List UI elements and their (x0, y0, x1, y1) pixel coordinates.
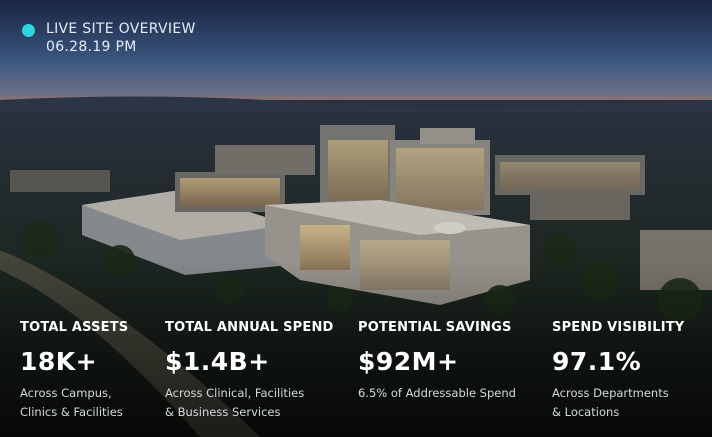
stat-card: TOTAL ASSETS 18K+ Across Campus, Clinics & … (20, 320, 128, 422)
stat-description-line: Clinics & Facilities (20, 405, 123, 419)
header: LIVE SITE OVERVIEW 06.28.19 PM (46, 20, 196, 56)
stat-value: 97.1% (552, 347, 642, 376)
stat-value: $1.4B+ (165, 347, 270, 376)
stat-label: POTENTIAL SAVINGS (358, 320, 512, 335)
stat-value: $92M+ (358, 347, 459, 376)
stat-description-line: Across Campus, (20, 386, 112, 400)
stat-description: Across Campus, Clinics & Facilities (20, 384, 128, 422)
stat-description-line: 6.5% of Addressable Spend (358, 386, 516, 400)
stat-value: 18K+ (20, 347, 98, 376)
stat-description: Across Departments & Locations (552, 384, 684, 422)
stat-card: SPEND VISIBILITY 97.1% Across Departments &… (552, 320, 684, 422)
stat-label: TOTAL ANNUAL SPEND (165, 320, 334, 335)
stat-label: TOTAL ASSETS (20, 320, 129, 335)
stat-card: TOTAL ANNUAL SPEND $1.4B+ Across Clinical,… (165, 320, 334, 422)
stat-card: POTENTIAL SAVINGS $92M+ 6.5% of Addressabl… (358, 320, 516, 403)
stat-description-line: Across Clinical, Facilities (165, 386, 305, 400)
stat-description: Across Clinical, Facilities & Business Se… (165, 384, 334, 422)
stat-description-line: & Business Services (165, 405, 281, 419)
live-indicator (22, 24, 35, 37)
stat-description-line: Across Departments (552, 386, 669, 400)
stat-description: 6.5% of Addressable Spend (358, 384, 516, 403)
stat-description-line: & Locations (552, 405, 620, 419)
header-title: LIVE SITE OVERVIEW (46, 21, 196, 37)
stat-label: SPEND VISIBILITY (552, 320, 685, 335)
header-timestamp: 06.28.19 PM (46, 39, 137, 55)
